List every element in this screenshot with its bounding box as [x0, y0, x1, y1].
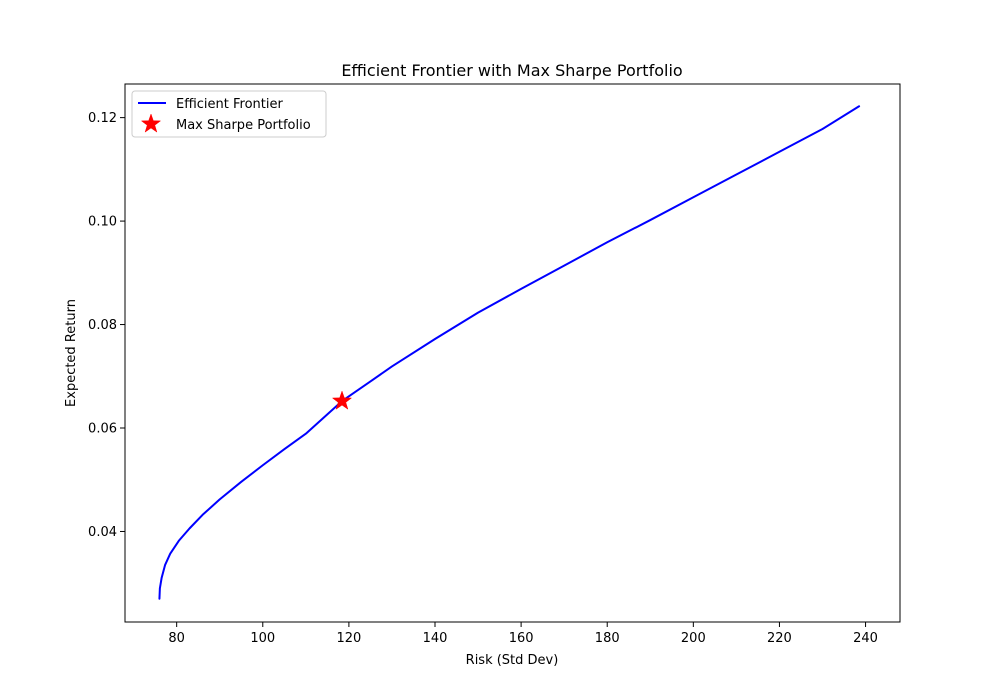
legend-swatch-max-sharpe-star: [140, 113, 162, 133]
x-tick-label: 120: [336, 631, 361, 646]
y-tick-label: 0.06: [88, 422, 117, 437]
series-layer: [158, 105, 861, 600]
chart-title: Efficient Frontier with Max Sharpe Portf…: [341, 61, 682, 80]
x-tick-label: 220: [767, 631, 792, 646]
legend-label-max-sharpe-portfolio: Max Sharpe Portfolio: [176, 118, 311, 133]
x-tick-label: 160: [509, 631, 534, 646]
legend-label-efficient-frontier: Efficient Frontier: [176, 97, 283, 112]
x-tick-label: 180: [595, 631, 620, 646]
y-axis-ticks: 0.04 0.06 0.08 0.10 0.12: [88, 111, 125, 540]
x-axis-label: Risk (Std Dev): [466, 653, 559, 668]
y-axis-label: Expected Return: [64, 299, 79, 407]
y-tick-label: 0.08: [88, 318, 117, 333]
y-tick-label: 0.04: [88, 525, 117, 540]
y-tick-label: 0.10: [88, 215, 117, 230]
x-tick-label: 140: [423, 631, 448, 646]
axes-frame: [124, 83, 901, 623]
x-tick-label: 240: [853, 631, 878, 646]
legend-box: [131, 90, 327, 138]
y-tick-label: 0.12: [88, 111, 117, 126]
max-sharpe-star-marker: [331, 390, 353, 410]
plot-area: [124, 83, 901, 623]
legend: Efficient Frontier Max Sharpe Portfolio: [131, 90, 327, 138]
x-tick-label: 200: [681, 631, 706, 646]
x-tick-label: 100: [250, 631, 275, 646]
x-axis-ticks: 80 100 120 140 160 180 200 220 240: [168, 622, 878, 646]
x-tick-label: 80: [168, 631, 185, 646]
